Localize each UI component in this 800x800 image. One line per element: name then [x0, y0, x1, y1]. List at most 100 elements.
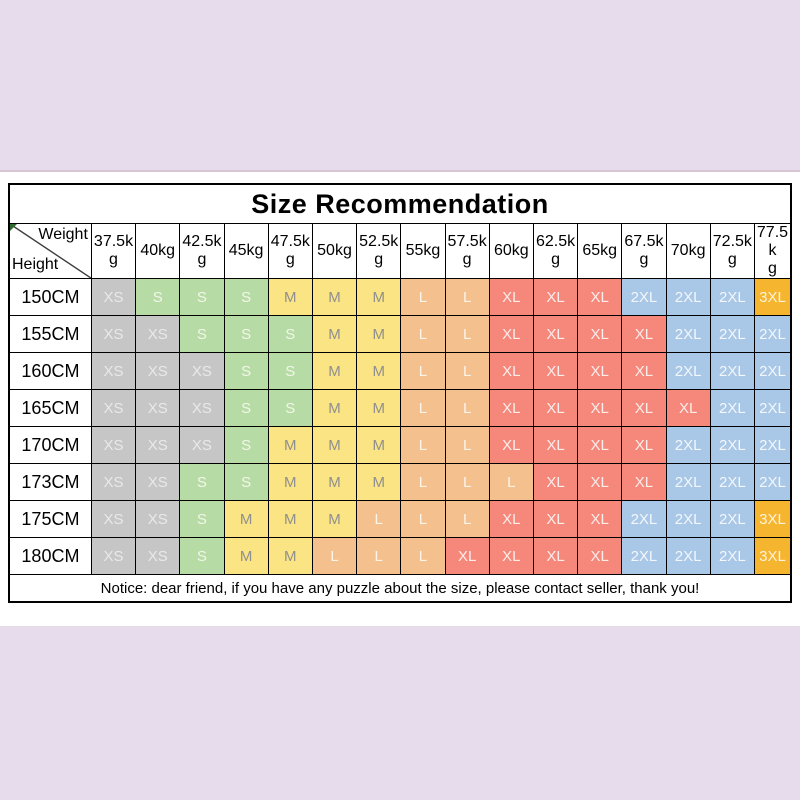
size-cell: S	[223, 278, 269, 316]
size-cell: 2XL	[709, 537, 755, 575]
size-cell: M	[356, 426, 402, 464]
size-cell: 2XL	[709, 352, 755, 390]
size-cell: XL	[577, 352, 623, 390]
weight-height-corner: Weight Height	[8, 223, 92, 279]
size-cell: XL	[488, 352, 534, 390]
size-cell: XL	[532, 500, 579, 538]
size-cell: L	[444, 278, 490, 316]
weight-header: 50kg	[311, 223, 358, 279]
size-cell: L	[444, 426, 490, 464]
size-cell: M	[356, 352, 402, 390]
size-cell: M	[311, 463, 358, 501]
size-cell: XL	[577, 463, 623, 501]
size-cell: XL	[488, 537, 534, 575]
size-cell: XL	[577, 537, 623, 575]
corner-height-label: Height	[12, 256, 59, 273]
size-cell: 2XL	[709, 426, 755, 464]
size-cell: 2XL	[665, 426, 711, 464]
size-cell: XL	[488, 500, 534, 538]
size-cell: 2XL	[665, 500, 711, 538]
size-cell: XL	[577, 278, 623, 316]
size-cell: 2XL	[753, 315, 792, 353]
size-cell: XL	[532, 315, 579, 353]
size-cell: 2XL	[665, 315, 711, 353]
size-cell: XS	[90, 426, 137, 464]
size-cell: S	[267, 315, 313, 353]
size-cell: M	[311, 352, 358, 390]
size-cell: 2XL	[665, 537, 711, 575]
size-cell: 2XL	[621, 500, 667, 538]
size-cell: M	[356, 389, 402, 427]
size-chart-table: Size Recommendation Weight Height 37.5k g…	[8, 183, 792, 603]
weight-header: 37.5k g	[90, 223, 137, 279]
size-cell: XS	[135, 352, 181, 390]
weight-header: 67.5k g	[621, 223, 667, 279]
size-cell: M	[356, 315, 402, 353]
size-cell: XL	[532, 278, 579, 316]
size-cell: M	[267, 537, 313, 575]
size-cell: L	[444, 500, 490, 538]
size-cell: L	[444, 463, 490, 501]
size-cell: L	[356, 537, 402, 575]
weight-header: 65kg	[577, 223, 623, 279]
size-cell: XS	[90, 389, 137, 427]
size-cell: 2XL	[753, 352, 792, 390]
size-cell: XL	[532, 426, 579, 464]
table-row: 170CM XS XS XS S M M M L L XL XL XL XL 2XL 2XL 2XL	[8, 426, 792, 464]
size-cell: L	[400, 500, 446, 538]
size-cell: XS	[179, 389, 225, 427]
size-cell: XL	[488, 315, 534, 353]
corner-weight-label: Weight	[38, 226, 88, 243]
header-row: Weight Height 37.5k g 40kg 42.5k g 45kg 47.5k g…	[8, 223, 792, 279]
table-row: 175CM XS XS S M M M L L L XL XL XL 2XL 2XL 2XL 3XL	[8, 500, 792, 538]
size-cell: XL	[621, 426, 667, 464]
size-cell: S	[223, 463, 269, 501]
size-cell: M	[267, 278, 313, 316]
size-cell: M	[267, 463, 313, 501]
size-cell: S	[267, 352, 313, 390]
size-cell: M	[311, 500, 358, 538]
weight-header: 62.5k g	[532, 223, 579, 279]
size-cell: M	[311, 426, 358, 464]
weight-header: 45kg	[223, 223, 269, 279]
corner-flag-icon	[10, 224, 17, 231]
size-cell: L	[488, 463, 534, 501]
size-cell: S	[223, 389, 269, 427]
table-row: 180CM XS XS S M M L L L XL XL XL XL 2XL 2XL 2XL 3XL	[8, 537, 792, 575]
table-row: 155CM XS XS S S S M M L L XL XL XL XL 2XL 2XL 2XL	[8, 315, 792, 353]
table-row: 165CM XS XS XS S S M M L L XL XL XL XL XL 2XL 2XL	[8, 389, 792, 427]
weight-header: 57.5k g	[444, 223, 490, 279]
size-cell: S	[223, 352, 269, 390]
size-cell: XL	[532, 352, 579, 390]
size-cell: L	[444, 389, 490, 427]
height-label: 180CM	[8, 537, 92, 575]
size-cell: L	[356, 500, 402, 538]
size-cell: XL	[577, 500, 623, 538]
size-cell: L	[400, 315, 446, 353]
size-cell: XL	[488, 389, 534, 427]
size-cell: L	[400, 426, 446, 464]
size-cell: L	[444, 352, 490, 390]
size-cell: XS	[90, 463, 137, 501]
weight-header: 60kg	[488, 223, 534, 279]
size-cell: XS	[135, 389, 181, 427]
size-cell: L	[311, 537, 358, 575]
size-cell: XS	[135, 426, 181, 464]
weight-header: 70kg	[665, 223, 711, 279]
table-row: 173CM XS XS S S M M M L L L XL XL XL 2XL 2XL 2XL	[8, 463, 792, 501]
size-cell: S	[223, 315, 269, 353]
size-cell: XL	[577, 426, 623, 464]
size-cell: XL	[532, 389, 579, 427]
table-row: 160CM XS XS XS S S M M L L XL XL XL XL 2XL 2XL 2XL	[8, 352, 792, 390]
notice-row: Notice: dear friend, if you have any puz…	[8, 574, 792, 603]
height-label: 160CM	[8, 352, 92, 390]
weight-header: 40kg	[135, 223, 181, 279]
notice-text: Notice: dear friend, if you have any puz…	[8, 574, 792, 603]
weight-header: 55kg	[400, 223, 446, 279]
size-cell: 2XL	[753, 463, 792, 501]
height-label: 165CM	[8, 389, 92, 427]
size-cell: 2XL	[621, 278, 667, 316]
size-cell: S	[179, 500, 225, 538]
table-row: 150CM XS S S S M M M L L XL XL XL 2XL 2XL 2XL 3XL	[8, 278, 792, 316]
size-cell: S	[179, 315, 225, 353]
